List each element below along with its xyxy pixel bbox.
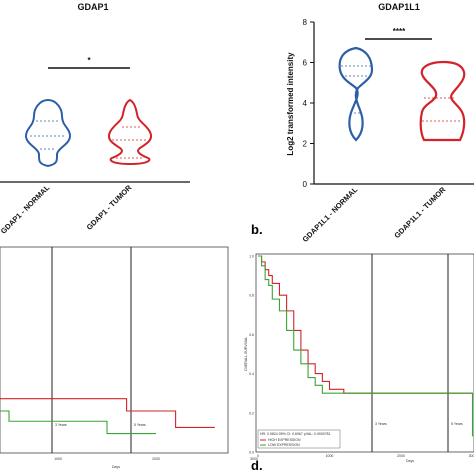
right-survival-x-tick-label: 1000	[326, 454, 334, 458]
gdap1l1-y-ticks: 0 2 4 6 8	[303, 18, 314, 189]
right-survival-y-tick-label: 0.2	[249, 411, 254, 415]
gdap1-tumor-label: GDAP1 - TUMOR	[85, 183, 134, 232]
right-survival-y-tick-label: 0.4	[249, 372, 254, 376]
left-high-expression-curve	[0, 398, 215, 428]
right-survival-5year-label: 5 Years	[451, 422, 463, 426]
gdap1l1-tumor-violin	[419, 60, 466, 142]
right-survival-3year-label: 3 Years	[375, 422, 387, 426]
right-survival-legend: HR: 0.9824 95% CI: 0.6967 pVAL: 0.900078…	[257, 429, 341, 449]
left-survival-x-ticks: 1000 2000 3000	[54, 457, 258, 461]
gdap1l1-y-tick-label: 4	[303, 99, 308, 108]
right-high-expression-curve	[258, 255, 473, 394]
right-survival-y-ticks: 0.0 0.2 0.4 0.6 0.8 1.0	[249, 255, 254, 455]
left-survival-3year-label: 3 Years	[55, 423, 67, 427]
gdap1l1-significance-label: ****	[393, 27, 406, 36]
gdap1l1-chart-title: GDAP1L1	[378, 2, 420, 12]
gdap1l1-tumor-label: GDAP1L1 - TUMOR	[392, 185, 447, 240]
left-survival-x-tick-label: 3000	[250, 457, 258, 461]
panel-d-label: d.	[251, 458, 263, 473]
left-survival-panel: 3 Years 5 Years 1000 2000 3000 Days	[0, 246, 258, 469]
gdap1l1-violin-panel: GDAP1L1 0 2 4 6 8 Log2 transformed intensity…	[286, 2, 474, 244]
right-low-expression-curve	[258, 255, 474, 437]
gdap1l1-y-tick-label: 6	[303, 59, 308, 68]
right-survival-x-tick-label: 3000	[469, 454, 474, 458]
left-survival-5year-label: 5 Years	[134, 423, 146, 427]
gdap1-normal-label: GDAP1 - NORMAL	[0, 183, 52, 236]
gdap1l1-normal-violin	[338, 46, 374, 142]
gdap1l1-y-axis-label: Log2 transformed intensity	[286, 52, 295, 156]
right-survival-y-tick-label: 0.8	[249, 294, 254, 298]
right-survival-frame	[255, 253, 474, 453]
left-low-expression-curve	[0, 410, 156, 435]
right-survival-y-tick-label: 0.0	[249, 451, 254, 455]
gdap1-chart-title: GDAP1	[77, 2, 108, 12]
right-survival-x-axis-label: Days	[406, 459, 414, 463]
left-survival-curves	[0, 398, 215, 435]
left-survival-x-tick-label: 1000	[54, 457, 62, 461]
gdap1l1-y-tick-label: 8	[303, 18, 308, 27]
gdap1l1-normal-label: GDAP1L1 - NORMAL	[301, 185, 360, 244]
legend-stats-text: HR: 0.9824 95% CI: 0.6967 pVAL: 0.900078…	[260, 432, 331, 436]
right-survival-y-axis-label: OVERALL SURVIVAL	[244, 337, 248, 371]
gdap1-normal-violin	[24, 98, 72, 168]
legend-box	[257, 429, 341, 449]
legend-low-label: LOW EXPRESSION	[268, 443, 300, 447]
right-survival-y-tick-label: 1.0	[249, 255, 254, 259]
left-survival-x-axis-label: Days	[112, 465, 120, 469]
panel-b-label: b.	[251, 222, 263, 237]
gdap1-violin-panel: GDAP1 * GDAP1 - NORMAL GDAP1 - TUMOR	[0, 2, 190, 236]
gdap1-tumor-violin	[108, 98, 152, 166]
gdap1l1-y-tick-label: 2	[303, 140, 308, 149]
left-survival-frame	[0, 246, 229, 454]
gdap1-significance-label: *	[87, 56, 91, 65]
right-survival-x-ticks: 0 1000 2000 3000	[257, 454, 474, 458]
legend-high-label: HIGH EXPRESSION	[268, 438, 301, 442]
right-survival-y-tick-label: 0.6	[249, 333, 254, 337]
right-survival-curves	[258, 255, 474, 437]
right-survival-panel: 3 Years 5 Years 0.0 0.2 0.4 0.6 0.8 1.0 OVERA…	[244, 253, 474, 463]
left-survival-x-tick-label: 2000	[152, 457, 160, 461]
right-survival-x-tick-label: 0	[257, 454, 259, 458]
right-survival-x-tick-label: 2000	[397, 454, 405, 458]
gdap1l1-y-tick-label: 0	[303, 180, 308, 189]
